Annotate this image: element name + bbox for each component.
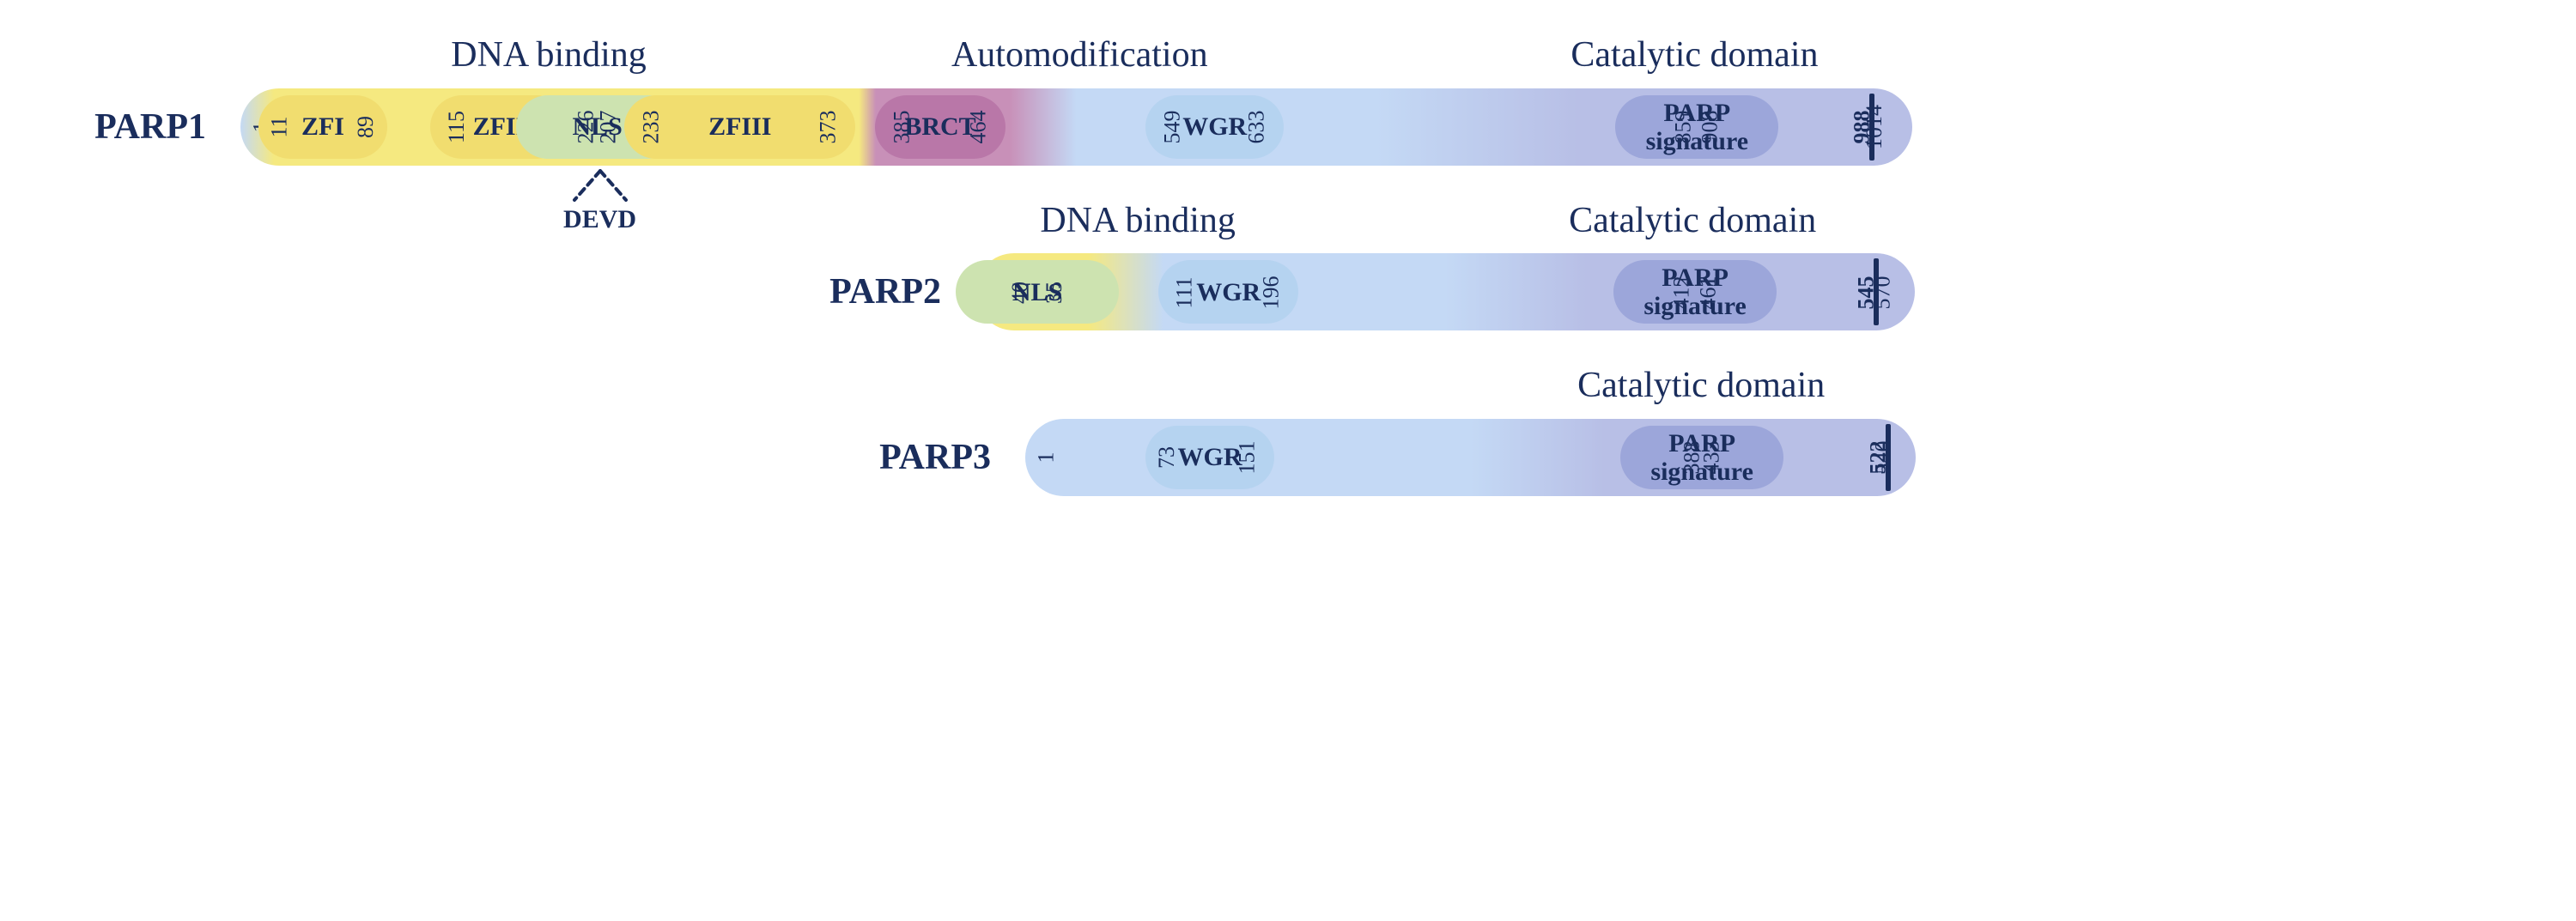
- domain-wgr: 111WGR196: [1158, 260, 1298, 324]
- domain-zfi: 11ZFI89: [258, 95, 387, 159]
- region-header-cat: Catalytic domain: [1470, 200, 1915, 241]
- domain-label-nls: NLS: [956, 278, 1119, 306]
- domain-wgr: 549WGR633: [1145, 95, 1284, 159]
- protein-row-parp1: PARP1111ZFI89115ZFII199207NLS226233ZFIII…: [34, 88, 2542, 166]
- devd-label: DEVD: [549, 205, 652, 234]
- protein-row-parp2: PARP2135NLS40111WGR196412PARP signature4…: [34, 253, 2542, 330]
- pos-parpsig-start: 859: [1671, 111, 1697, 144]
- pos-wgr-end: 151: [1234, 441, 1260, 475]
- pos-start: 1: [1034, 452, 1060, 464]
- pos-end: 540: [1870, 441, 1896, 475]
- pos-nls-start: 35: [1042, 282, 1067, 304]
- protein-label-parp3: PARP3: [34, 419, 1025, 496]
- region-header-dna: DNA binding: [242, 34, 855, 76]
- pos-zfi-end: 89: [353, 116, 379, 138]
- pos-zfiii-start: 233: [639, 111, 665, 144]
- pos-wgr-end: 196: [1259, 276, 1285, 309]
- pos-brct-start: 385: [890, 111, 915, 144]
- protein-label-parp1: PARP1: [34, 88, 240, 166]
- pos-parpsig-end: 461: [1696, 276, 1722, 309]
- domain-brct: 385BRCT464: [875, 95, 1005, 159]
- pos-parpsig-end: 433: [1699, 441, 1725, 475]
- domain-parpsig: 412PARP signature461: [1613, 260, 1777, 324]
- domain-parpsig: 859PARP signature908: [1615, 95, 1778, 159]
- pos-wgr-start: 73: [1154, 446, 1180, 469]
- pos-zfii-start: 115: [444, 111, 470, 143]
- protein-row-parp3: PARP3173WGR151388PARP signature433522540: [34, 419, 2542, 496]
- pos-zfiii-end: 373: [816, 111, 841, 144]
- track-parp2: 135NLS40111WGR196412PARP signature461545…: [975, 253, 1915, 330]
- pos-parpsig-start: 412: [1669, 276, 1695, 309]
- pos-wgr-start: 549: [1160, 111, 1186, 144]
- pos-nls-start: 207: [596, 111, 622, 144]
- pos-nls-end: 226: [573, 111, 598, 144]
- region-header-cat: Catalytic domain: [1477, 34, 1912, 76]
- domain-parpsig: 388PARP signature433: [1620, 426, 1783, 489]
- region-header-cat: Catalytic domain: [1487, 365, 1916, 406]
- pos-zfi-start: 11: [267, 117, 293, 138]
- pos-end: 1014: [1862, 105, 1887, 149]
- pos-end: 570: [1870, 276, 1896, 309]
- track-parp3: 173WGR151388PARP signature433522540: [1025, 419, 1916, 496]
- annotation-devd: DEVD: [549, 169, 652, 234]
- domain-nls: 35NLS40: [956, 260, 1119, 324]
- region-header-auto: Automodification: [875, 34, 1284, 76]
- domain-zfiii: 233ZFIII373: [624, 95, 855, 159]
- protein-label-parp2: PARP2: [34, 253, 975, 330]
- pos-wgr-start: 111: [1172, 276, 1198, 308]
- pos-brct-end: 464: [965, 111, 991, 144]
- region-header-dna: DNA binding: [977, 200, 1298, 241]
- pos-wgr-end: 633: [1244, 111, 1270, 144]
- domain-wgr: 73WGR151: [1145, 426, 1274, 489]
- pos-parpsig-end: 908: [1698, 111, 1723, 144]
- track-parp1: 111ZFI89115ZFII199207NLS226233ZFIII37338…: [240, 88, 1912, 166]
- pos-nls-end: 40: [1007, 282, 1033, 304]
